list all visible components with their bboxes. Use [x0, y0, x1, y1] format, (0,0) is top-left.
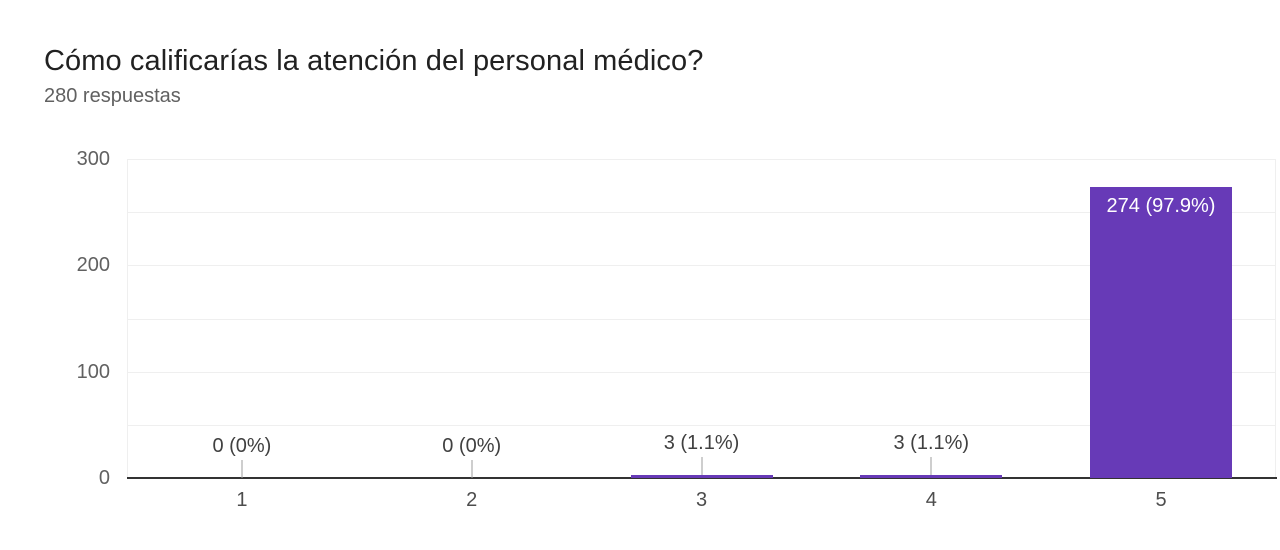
bar-value-label: 0 (0%) — [442, 435, 502, 457]
x-tick-label-3: 3 — [695, 489, 708, 511]
x-tick-label-5: 5 — [1155, 489, 1167, 511]
question-title: Cómo calificarías la atención del person… — [44, 45, 704, 77]
annotation-stem — [241, 460, 243, 478]
bar-value-label-inside: 274 (97.9%) — [1106, 195, 1216, 217]
y-tick-label-0: 0 — [98, 467, 110, 489]
response-count: 280 respuestas — [44, 85, 181, 107]
gridline-50 — [128, 424, 1275, 426]
x-tick-label-2: 2 — [466, 489, 478, 511]
x-axis-line — [127, 477, 1277, 479]
annotation-stem — [701, 457, 702, 475]
bar-value-label: 0 (0%) — [212, 435, 272, 457]
bar-category-3[interactable] — [631, 475, 773, 478]
bar-value-label: 3 (1.1%) — [663, 432, 740, 454]
gridline-250 — [128, 212, 1275, 214]
gridline-150 — [128, 318, 1275, 320]
bar-category-4[interactable] — [860, 475, 1002, 478]
gridline-100 — [128, 371, 1275, 373]
annotation-stem — [471, 460, 473, 478]
x-tick-label-4: 4 — [925, 489, 937, 511]
bar-category-5[interactable]: 274 (97.9%) — [1090, 187, 1232, 478]
y-tick-label-300: 300 — [76, 148, 110, 170]
gridline-200 — [128, 265, 1275, 267]
x-tick-label-1: 1 — [236, 489, 248, 511]
gridline-300 — [128, 159, 1275, 160]
y-tick-label-200: 200 — [76, 254, 110, 277]
y-tick-label-100: 100 — [76, 360, 110, 383]
annotation-stem — [930, 457, 932, 475]
bar-value-label: 3 (1.1%) — [893, 432, 970, 454]
plot-area — [127, 159, 1276, 478]
